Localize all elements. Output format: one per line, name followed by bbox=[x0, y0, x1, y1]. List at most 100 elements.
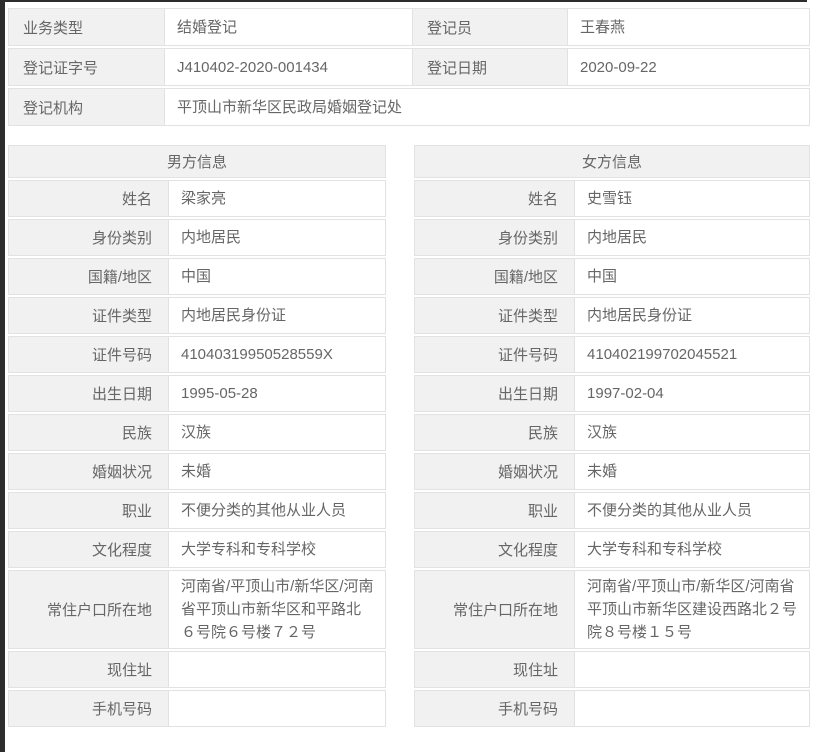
table-row: 文化程度 大学专科和专科学校 bbox=[8, 531, 387, 568]
field-value: 内地居民 bbox=[169, 219, 387, 256]
field-label: 婚姻状况 bbox=[8, 453, 169, 490]
table-row: 现住址 bbox=[8, 651, 387, 688]
field-label: 现住址 bbox=[8, 651, 169, 688]
field-value: 1995-05-28 bbox=[169, 375, 387, 412]
table-row: 业务类型 结婚登记 登记员 王春燕 bbox=[8, 8, 810, 46]
male-info-table: 男方信息 姓名 梁家亮 身份类别 内地居民 国籍/地区 中国 证件类型 内地居民身份证 证件号码… bbox=[8, 143, 387, 729]
field-label: 登记证字号 bbox=[8, 48, 165, 86]
field-label: 民族 bbox=[414, 414, 576, 451]
table-row: 手机号码 bbox=[8, 690, 387, 727]
field-label: 姓名 bbox=[414, 180, 576, 217]
table-row: 登记机构 平顶山市新华区民政局婚姻登记处 bbox=[8, 88, 810, 126]
field-value bbox=[169, 651, 387, 688]
field-value: 不便分类的其他从业人员 bbox=[575, 492, 811, 529]
field-label: 民族 bbox=[8, 414, 169, 451]
field-value bbox=[169, 690, 387, 727]
table-row: 证件号码 41040319950528559X bbox=[8, 336, 387, 373]
field-label: 文化程度 bbox=[8, 531, 169, 568]
field-value: 不便分类的其他从业人员 bbox=[169, 492, 387, 529]
table-row: 职业 不便分类的其他从业人员 bbox=[414, 492, 811, 529]
screenshot-left-edge bbox=[0, 0, 5, 752]
table-row: 手机号码 bbox=[414, 690, 811, 727]
female-info-table: 女方信息 姓名 史雪钰 身份类别 内地居民 国籍/地区 中国 证件类型 内地居民身份证 证件号码… bbox=[414, 143, 811, 729]
field-label: 证件类型 bbox=[414, 297, 576, 334]
table-row: 证件号码 410402199702045521 bbox=[414, 336, 811, 373]
field-value: 未婚 bbox=[575, 453, 811, 490]
female-info-title: 女方信息 bbox=[414, 145, 811, 178]
field-value: 河南省/平顶山市/新华区/河南省平顶山市新华区建设西路北２号院８号楼１５号 bbox=[575, 570, 811, 649]
field-label: 证件类型 bbox=[8, 297, 169, 334]
table-row: 婚姻状况 未婚 bbox=[8, 453, 387, 490]
field-value: 史雪钰 bbox=[575, 180, 811, 217]
table-row: 国籍/地区 中国 bbox=[414, 258, 811, 295]
field-label: 手机号码 bbox=[8, 690, 169, 727]
field-value: 2020-09-22 bbox=[568, 48, 810, 86]
field-value: 410402199702045521 bbox=[575, 336, 811, 373]
field-label: 证件号码 bbox=[8, 336, 169, 373]
field-label: 国籍/地区 bbox=[414, 258, 576, 295]
marriage-registration-record: 业务类型 结婚登记 登记员 王春燕 登记证字号 J410402-2020-001… bbox=[8, 6, 811, 729]
table-row: 姓名 史雪钰 bbox=[414, 180, 811, 217]
field-value: 中国 bbox=[575, 258, 811, 295]
field-label: 常住户口所在地 bbox=[414, 570, 576, 649]
field-label: 职业 bbox=[414, 492, 576, 529]
field-label: 职业 bbox=[8, 492, 169, 529]
field-value: 梁家亮 bbox=[169, 180, 387, 217]
table-row: 身份类别 内地居民 bbox=[8, 219, 387, 256]
field-value: 汉族 bbox=[575, 414, 811, 451]
table-row: 常住户口所在地 河南省/平顶山市/新华区/河南省平顶山市新华区建设西路北２号院８号… bbox=[414, 570, 811, 649]
table-row: 登记证字号 J410402-2020-001434 登记日期 2020-09-2… bbox=[8, 48, 810, 86]
field-label: 姓名 bbox=[8, 180, 169, 217]
field-value: 王春燕 bbox=[568, 8, 810, 46]
field-label: 婚姻状况 bbox=[414, 453, 576, 490]
field-label: 身份类别 bbox=[8, 219, 169, 256]
person-info-section: 男方信息 姓名 梁家亮 身份类别 内地居民 国籍/地区 中国 证件类型 内地居民身份证 证件号码… bbox=[8, 143, 811, 729]
table-row: 女方信息 bbox=[414, 145, 811, 178]
registration-summary-table: 业务类型 结婚登记 登记员 王春燕 登记证字号 J410402-2020-001… bbox=[8, 6, 810, 128]
table-row: 男方信息 bbox=[8, 145, 387, 178]
field-value: J410402-2020-001434 bbox=[165, 48, 413, 86]
field-value: 内地居民 bbox=[575, 219, 811, 256]
table-row: 职业 不便分类的其他从业人员 bbox=[8, 492, 387, 529]
field-label: 证件号码 bbox=[414, 336, 576, 373]
field-value: 41040319950528559X bbox=[169, 336, 387, 373]
field-label: 国籍/地区 bbox=[8, 258, 169, 295]
field-label: 出生日期 bbox=[414, 375, 576, 412]
field-value: 大学专科和专科学校 bbox=[169, 531, 387, 568]
field-label: 文化程度 bbox=[414, 531, 576, 568]
table-row: 现住址 bbox=[414, 651, 811, 688]
table-row: 民族 汉族 bbox=[8, 414, 387, 451]
field-value: 内地居民身份证 bbox=[169, 297, 387, 334]
field-value: 平顶山市新华区民政局婚姻登记处 bbox=[165, 88, 810, 126]
field-label: 常住户口所在地 bbox=[8, 570, 169, 649]
table-row: 文化程度 大学专科和专科学校 bbox=[414, 531, 811, 568]
field-label: 登记日期 bbox=[413, 48, 568, 86]
field-value: 汉族 bbox=[169, 414, 387, 451]
field-value bbox=[575, 690, 811, 727]
field-label: 身份类别 bbox=[414, 219, 576, 256]
field-value: 1997-02-04 bbox=[575, 375, 811, 412]
table-row: 身份类别 内地居民 bbox=[414, 219, 811, 256]
table-row: 证件类型 内地居民身份证 bbox=[414, 297, 811, 334]
table-row: 姓名 梁家亮 bbox=[8, 180, 387, 217]
field-value: 中国 bbox=[169, 258, 387, 295]
table-row: 证件类型 内地居民身份证 bbox=[8, 297, 387, 334]
field-value bbox=[575, 651, 811, 688]
field-label: 登记员 bbox=[413, 8, 568, 46]
field-value: 未婚 bbox=[169, 453, 387, 490]
table-row: 出生日期 1997-02-04 bbox=[414, 375, 811, 412]
table-row: 民族 汉族 bbox=[414, 414, 811, 451]
screenshot-top-edge bbox=[0, 0, 807, 2]
table-row: 婚姻状况 未婚 bbox=[414, 453, 811, 490]
field-label: 手机号码 bbox=[414, 690, 576, 727]
table-row: 国籍/地区 中国 bbox=[8, 258, 387, 295]
field-value: 内地居民身份证 bbox=[575, 297, 811, 334]
table-row: 常住户口所在地 河南省/平顶山市/新华区/河南省平顶山市新华区和平路北６号院６号楼… bbox=[8, 570, 387, 649]
male-info-title: 男方信息 bbox=[8, 145, 387, 178]
field-value: 大学专科和专科学校 bbox=[575, 531, 811, 568]
table-row: 出生日期 1995-05-28 bbox=[8, 375, 387, 412]
field-value: 结婚登记 bbox=[165, 8, 413, 46]
field-label: 现住址 bbox=[414, 651, 576, 688]
field-label: 业务类型 bbox=[8, 8, 165, 46]
field-label: 出生日期 bbox=[8, 375, 169, 412]
